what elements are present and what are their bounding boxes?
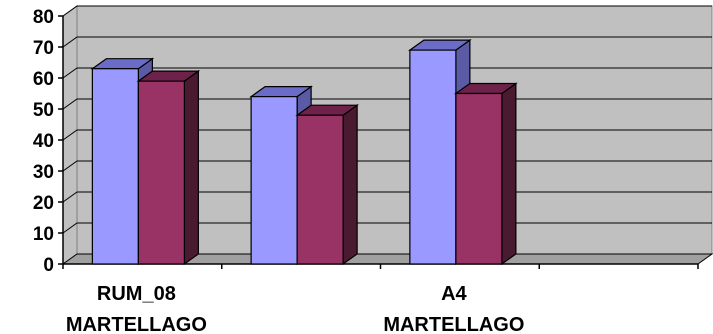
bar: [409, 49, 457, 265]
y-tick-label: 50: [33, 100, 54, 121]
y-tick-label: 40: [33, 131, 54, 152]
y-tick-label: 0: [43, 255, 54, 276]
y-tick-label: 30: [33, 162, 54, 183]
x-category-label: RUM_08: [97, 283, 176, 305]
bar: [296, 114, 344, 265]
y-tick-label: 80: [33, 7, 54, 28]
y-axis-tick-labels: 0 10 20 30 40 50 60 70 80: [33, 7, 54, 276]
gridline: [62, 67, 712, 79]
x-category-label: MARTELLAGO: [66, 314, 207, 334]
bar: [137, 80, 185, 265]
bar-side: [183, 69, 199, 266]
x-axis-category-labels: RUM_08 MARTELLAGO A4 MARTELLAGO: [66, 283, 525, 334]
bar-side: [501, 82, 517, 266]
gridline: [62, 5, 712, 17]
bar-side: [342, 104, 358, 266]
x-category-label: MARTELLAGO: [383, 314, 524, 334]
y-tick-label: 70: [33, 38, 54, 59]
y-tick-label: 20: [33, 193, 54, 214]
y-tick-label: 10: [33, 224, 54, 245]
bar: [455, 92, 503, 265]
bars: [90, 38, 518, 266]
y-tick-label: 60: [33, 69, 54, 90]
x-category-label: A4: [441, 283, 467, 305]
bar: [250, 95, 298, 265]
bar: [91, 68, 139, 265]
gridline: [62, 36, 712, 48]
